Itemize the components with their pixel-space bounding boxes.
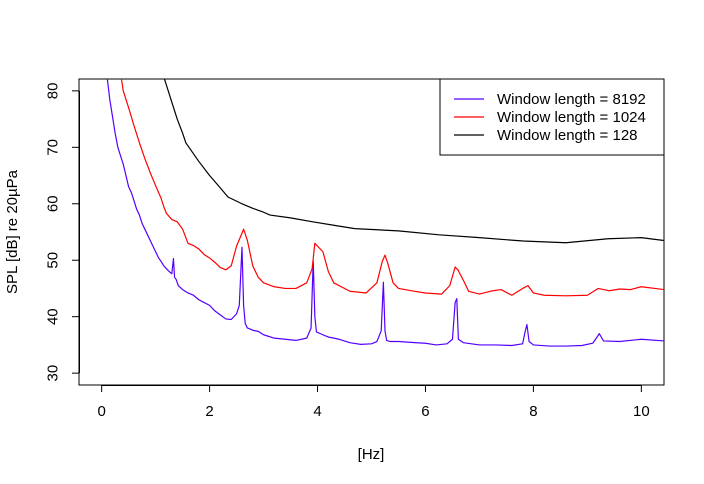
y-tick-label: 40 [45, 308, 62, 325]
y-tick-label: 80 [45, 83, 62, 100]
legend-label-2: Window length = 1024 [497, 109, 646, 126]
x-tick-label: 10 [633, 403, 650, 420]
x-axis-title: [Hz] [358, 446, 385, 463]
x-axis: 0 2 4 6 8 10 [97, 385, 650, 420]
series-layer [106, 79, 664, 347]
x-tick-label: 0 [97, 403, 105, 420]
y-tick-label: 30 [45, 365, 62, 382]
legend-label-1: Window length = 8192 [497, 91, 646, 108]
y-tick-label: 70 [45, 139, 62, 156]
y-axis-title: SPL [dB] re 20µPa [4, 169, 21, 294]
y-axis: 30 40 50 60 70 80 [45, 83, 80, 382]
series-line-3 [163, 79, 664, 244]
y-tick-label: 50 [45, 252, 62, 269]
y-tick-label: 60 [45, 195, 62, 212]
x-tick-label: 8 [529, 403, 537, 420]
series-line-1 [106, 79, 664, 347]
x-tick-label: 6 [421, 403, 429, 420]
series-line-2 [120, 79, 664, 297]
legend-label-3: Window length = 128 [497, 127, 638, 144]
x-tick-label: 2 [205, 403, 213, 420]
x-tick-label: 4 [313, 403, 321, 420]
